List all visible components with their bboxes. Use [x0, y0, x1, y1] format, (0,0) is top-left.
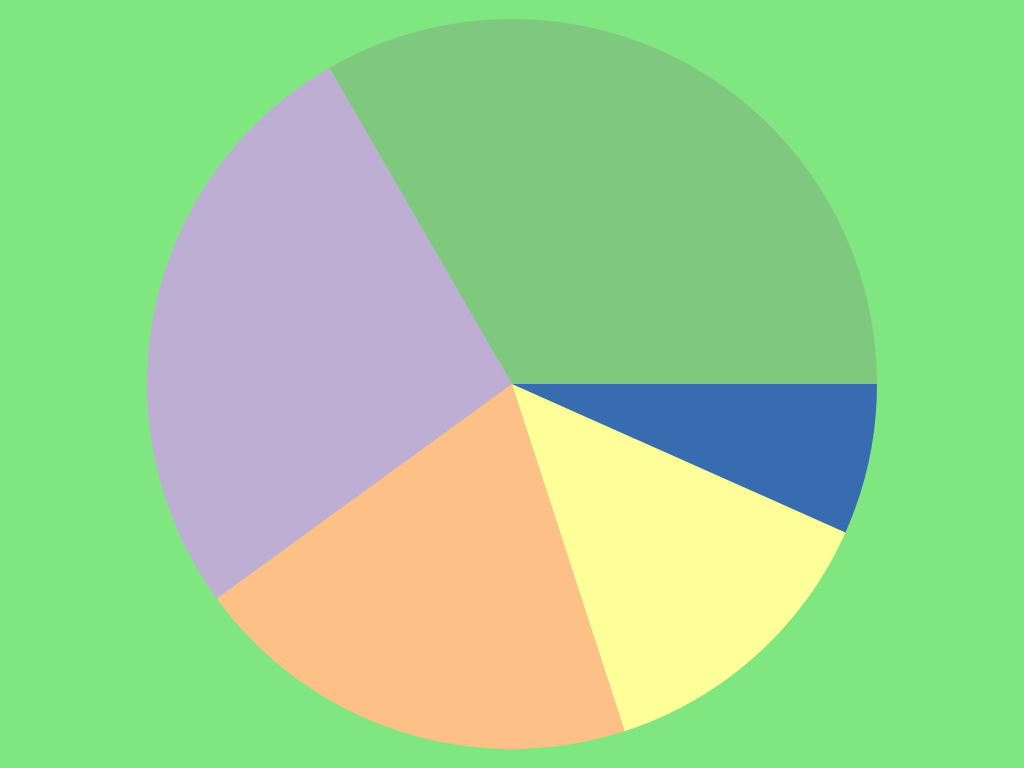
- pie-slice-4: [512, 384, 846, 732]
- pie-slice-5: [512, 384, 877, 533]
- pie-slice-3: [216, 384, 625, 749]
- pie-slice-1: [329, 18, 877, 384]
- pie-slice-2: [146, 67, 512, 599]
